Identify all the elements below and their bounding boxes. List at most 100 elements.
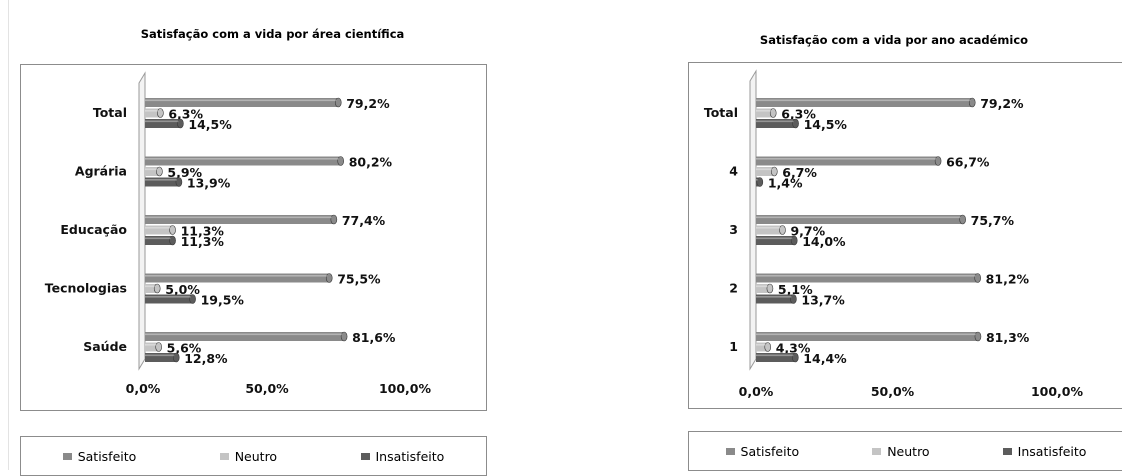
category-label-saude: Saúde xyxy=(83,339,127,354)
bar-neutro xyxy=(756,225,783,235)
bar-cap-insatisfeito xyxy=(756,177,764,187)
bar-satisfeito xyxy=(756,215,963,224)
bar-satisfeito xyxy=(756,98,973,107)
bar-highlight xyxy=(145,216,332,219)
data-label-insatisfeito: 13,9% xyxy=(187,176,231,191)
bar-cap-insatisfeito xyxy=(172,352,180,363)
bar-cap-neutro xyxy=(156,166,163,177)
bar-highlight xyxy=(756,179,758,181)
bar-cap-insatisfeito xyxy=(792,352,799,363)
chart2-legend-item-satisfeito: Satisfeito xyxy=(725,444,799,459)
data-label-insatisfeito: 12,8% xyxy=(184,351,228,366)
bar-satisfeito xyxy=(756,273,978,283)
bar-satisfeito xyxy=(145,156,341,166)
bar-cap-satisfeito xyxy=(330,214,338,225)
bar-satisfeito xyxy=(756,332,978,341)
bar-cap-satisfeito xyxy=(334,97,342,108)
bar-highlight xyxy=(756,296,792,298)
bar-neutro xyxy=(145,108,161,118)
data-label-satisfeito: 81,3% xyxy=(986,330,1030,345)
data-label-neutro: 6,3% xyxy=(781,107,816,122)
chart1-legend: Satisfeito Neutro Insatisfeito xyxy=(20,436,487,476)
bar-cap-neutro xyxy=(764,342,772,352)
data-label-neutro: 4,3% xyxy=(776,341,811,356)
bar-highlight xyxy=(145,285,156,288)
bar-cap-neutro xyxy=(169,225,176,235)
data-label-satisfeito: 79,2% xyxy=(346,96,390,111)
bar-cap-neutro xyxy=(779,225,786,235)
category-label-agraria: Agrária xyxy=(75,164,127,179)
bar-satisfeito xyxy=(145,98,339,107)
chart1-legend-item-satisfeito: Satisfeito xyxy=(62,449,136,464)
bar-neutro xyxy=(756,167,775,176)
bar-highlight xyxy=(756,275,976,277)
bar-insatisfeito xyxy=(145,236,173,245)
chart2-legend: Satisfeito Neutro Insatisfeito xyxy=(688,431,1122,471)
chart2-title: Satisfação com a vida por ano académico xyxy=(759,33,1029,47)
bar-cap-satisfeito xyxy=(968,97,976,108)
x-tick-label: 100,0% xyxy=(1031,384,1084,399)
bar-cap-insatisfeito xyxy=(175,177,183,187)
bar-cap-neutro xyxy=(769,108,777,118)
x-tick-label: 50,0% xyxy=(245,381,289,396)
data-label-neutro: 5,6% xyxy=(167,341,202,356)
axis-wall xyxy=(749,69,757,371)
data-label-satisfeito: 75,7% xyxy=(971,213,1015,228)
chart1-legend-item-neutro: Neutro xyxy=(219,448,278,464)
x-tick-label: 50,0% xyxy=(871,384,915,399)
bar-insatisfeito xyxy=(756,119,796,128)
bar-highlight xyxy=(145,296,191,298)
data-label-insatisfeito: 14,4% xyxy=(803,351,847,366)
bar-insatisfeito xyxy=(145,119,181,128)
data-label-neutro: 5,0% xyxy=(165,282,200,297)
bar-neutro xyxy=(756,342,768,352)
bar-neutro xyxy=(756,284,770,293)
bar-cap-neutro xyxy=(766,283,774,294)
data-label-satisfeito: 66,7% xyxy=(946,155,990,170)
bar-satisfeito xyxy=(145,273,330,283)
data-label-insatisfeito: 19,5% xyxy=(201,293,245,308)
bar-neutro xyxy=(145,167,160,176)
bar-highlight xyxy=(145,333,343,336)
legend-label-insatisfeito: Insatisfeito xyxy=(1017,443,1087,459)
bar-insatisfeito xyxy=(145,177,179,187)
data-label-satisfeito: 81,2% xyxy=(986,272,1030,287)
bar-highlight xyxy=(756,344,766,346)
chart2-plot-frame: 0,0% 50,0% 100,0% Total 79,2% 6,3% 14,5% 4 66,7%… xyxy=(688,62,1122,409)
chart2-svg: 0,0% 50,0% 100,0% Total 79,2% 6,3%14,5% 4 66,7%… xyxy=(704,69,1084,399)
legend-label-neutro: Neutro xyxy=(887,443,930,459)
bar-cap-insatisfeito xyxy=(790,235,798,246)
bar-cap-neutro xyxy=(157,108,164,118)
bar-highlight xyxy=(756,110,772,112)
category-label-1: 1 xyxy=(729,339,738,354)
bar-highlight xyxy=(145,237,171,240)
data-label-insatisfeito: 13,7% xyxy=(801,293,845,308)
bar-cap-neutro xyxy=(770,166,778,177)
bar-cap-satisfeito xyxy=(340,331,348,342)
data-label-neutro: 6,3% xyxy=(168,107,203,122)
data-label-insatisfeito: 11,3% xyxy=(181,234,225,249)
category-label-4: 4 xyxy=(729,164,738,179)
category-label-tecnologias: Tecnologias xyxy=(45,281,127,296)
legend-swatch-satisfeito xyxy=(725,447,735,455)
legend-label-neutro: Neutro xyxy=(234,448,278,464)
x-tick-label: 100,0% xyxy=(379,381,432,396)
bar-highlight xyxy=(756,354,794,357)
chart2-legend-item-neutro: Neutro xyxy=(872,443,930,459)
bar-cap-insatisfeito xyxy=(189,294,196,304)
bar-cap-neutro xyxy=(155,342,162,352)
category-label-total: Total xyxy=(704,105,738,120)
chart2-legend-item-insatisfeito: Insatisfeito xyxy=(1002,443,1087,459)
data-label-neutro: 11,3% xyxy=(181,224,225,239)
data-label-neutro: 5,1% xyxy=(778,282,813,297)
bar-highlight xyxy=(145,354,175,357)
bar-highlight xyxy=(145,227,171,229)
bar-highlight xyxy=(756,237,793,240)
bar-cap-insatisfeito xyxy=(177,118,184,129)
bar-cap-insatisfeito xyxy=(790,294,797,304)
bar-highlight xyxy=(145,120,179,123)
legend-swatch-neutro xyxy=(219,452,229,460)
axis-wall xyxy=(138,71,146,371)
category-label-2: 2 xyxy=(729,281,738,296)
data-label-satisfeito: 80,2% xyxy=(349,155,393,170)
